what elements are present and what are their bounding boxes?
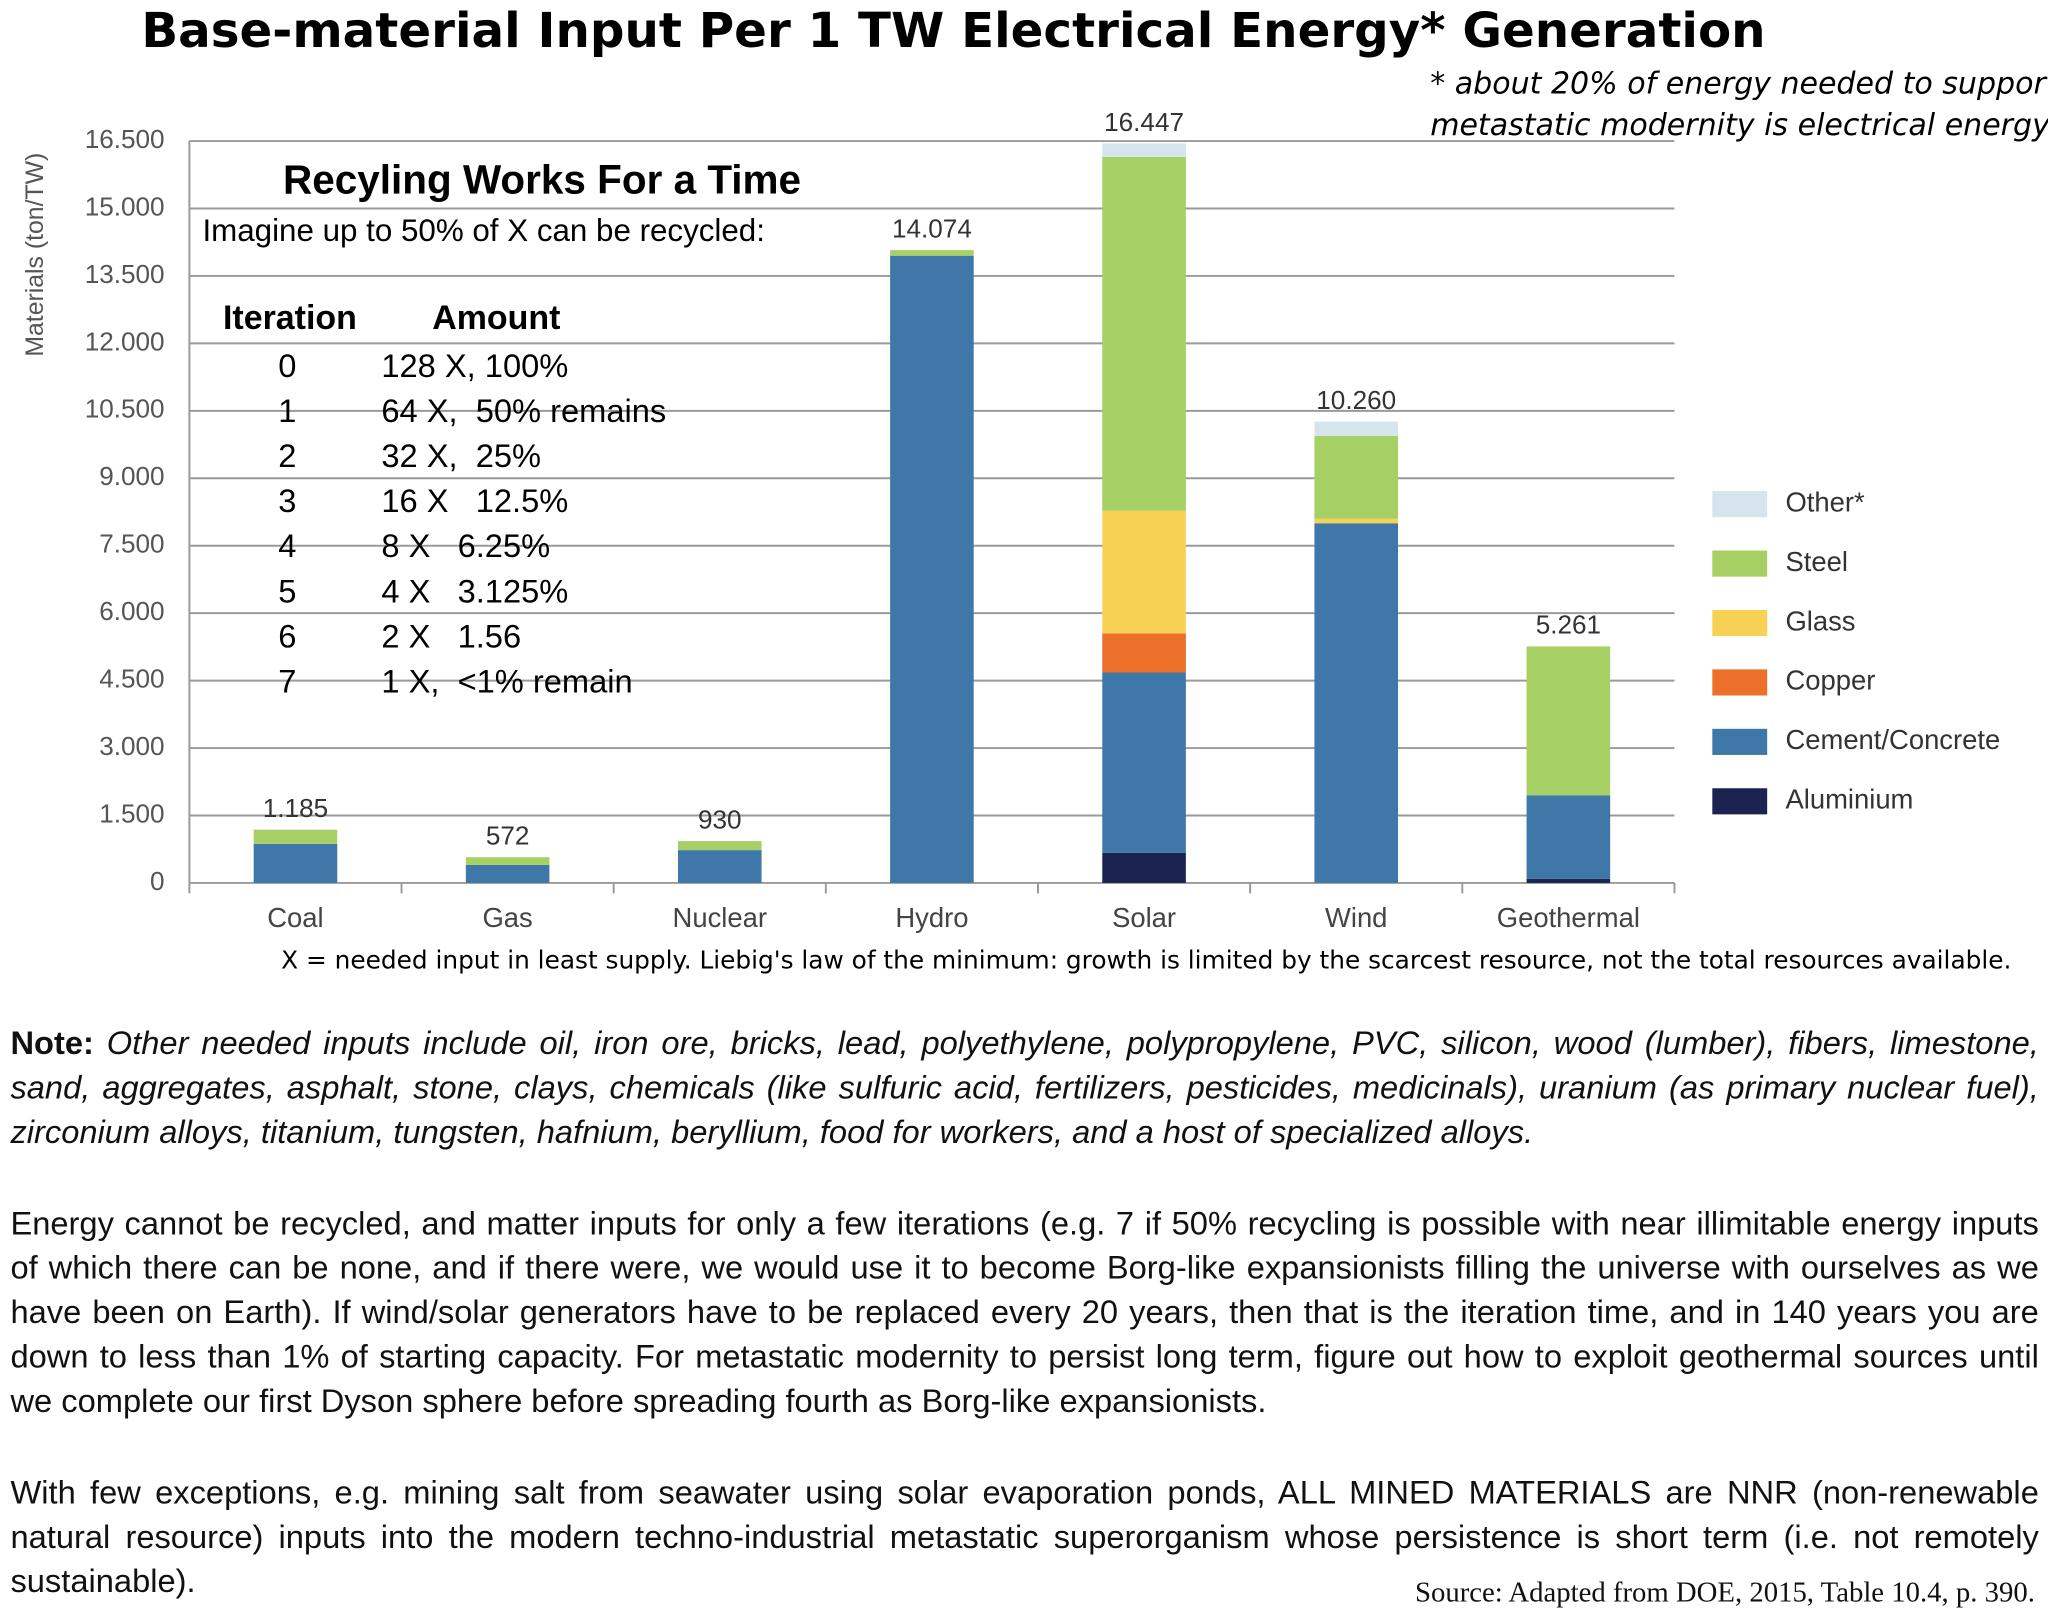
total-label: 572 [486,821,530,851]
y-tick-label: 4.500 [99,664,164,694]
inset-cell: 8 X 6.25% [381,527,550,564]
x-tick-label: Wind [1325,902,1387,933]
caption: X = needed input in least supply. Liebig… [281,945,2011,974]
total-label: 16.447 [1104,107,1184,137]
bar-segment [1102,852,1186,883]
total-label: 1.185 [263,793,328,823]
inset-cell: 16 X 12.5% [381,482,568,519]
inset-cell: 128 X, 100% [381,347,568,384]
bar-segment [1102,633,1186,673]
inset-cell: 7 [278,662,296,699]
y-tick-label: 0 [150,866,165,896]
bar-segment [1102,156,1186,511]
x-tick-label: Geothermal [1497,902,1640,933]
inset-title: Recyling Works For a Time [283,157,801,203]
inset-cell: 1 [278,392,296,429]
bar-segment [890,250,974,256]
inset-cell: 2 X 1.56 [381,617,521,654]
inset-header: Amount [432,299,560,337]
y-tick-label: 16.500 [85,124,165,154]
bar-segment [1314,518,1399,524]
bar-segment [677,850,762,883]
inset-header: Iteration [223,299,357,337]
footnote: metastatic modernity is electrical energ… [1430,108,2048,143]
legend-label: Glass [1785,605,1855,636]
total-label: 10.260 [1316,385,1396,415]
legend-swatch [1712,491,1768,518]
paragraph: Energy cannot be recycled, and matter in… [10,1205,2039,1420]
legend-label: Copper [1785,665,1875,696]
x-tick-label: Nuclear [673,902,767,933]
bar-segment [1314,523,1399,883]
bar-segment [1314,436,1399,519]
y-tick-label: 6.000 [99,596,164,626]
y-tick-label: 9.000 [99,461,164,491]
legend-label: Steel [1785,546,1847,577]
bar-segment [1102,672,1186,853]
chart: Base-material Input Per 1 TW Electrical … [22,3,2048,974]
legend-swatch [1712,550,1768,577]
bar-segment [1526,646,1611,796]
note-label: Note: [10,1025,94,1062]
legend-swatch [1712,728,1768,755]
bar-segment [1314,421,1399,437]
y-tick-label: 12.000 [85,326,165,356]
bar-segment [1102,510,1186,634]
x-tick-label: Hydro [895,902,968,933]
bar-segment [465,864,550,883]
bar-segment [1526,795,1611,879]
y-tick-label: 15.000 [85,191,165,221]
legend-swatch [1712,609,1768,637]
inset-cell: 4 X 3.125% [381,572,568,609]
inset-cell: 1 X, <1% remain [381,662,632,699]
y-tick-label: 10.500 [85,394,165,424]
inset-cell: 64 X, 50% remains [381,392,666,429]
legend-label: Aluminium [1785,784,1913,815]
footnote: * about 20% of energy needed to support [1430,66,2048,101]
inset-subtitle: Imagine up to 50% of X can be recycled: [202,213,765,248]
paragraph: With few exceptions, e.g. mining salt fr… [10,1474,2039,1600]
bar-segment [677,841,762,851]
source: Source: Adapted from DOE, 2015, Table 10… [1414,1575,2035,1608]
legend-label: Other* [1785,486,1865,517]
total-label: 930 [698,804,742,834]
bar-segment [1102,143,1186,157]
note: Note: Other needed inputs include oil, i… [10,1021,2038,1154]
x-tick-label: Gas [482,902,532,933]
y-tick-label: 13.500 [85,259,165,289]
bar-segment [253,843,338,883]
total-label: 14.074 [892,213,972,243]
x-tick-label: Solar [1112,902,1176,933]
chart-title: Base-material Input Per 1 TW Electrical … [141,3,1765,59]
bar-segment [890,255,974,883]
y-tick-label: 3.000 [99,731,164,761]
x-tick-label: Coal [267,902,323,933]
y-axis-label: Materials (ton/TW) [22,153,49,357]
inset-cell: 32 X, 25% [381,437,541,474]
legend-label: Cement/Concrete [1785,724,2000,755]
inset-cell: 4 [278,527,296,564]
bar-segment [465,857,550,865]
inset-cell: 0 [278,347,296,384]
y-tick-label: 1.500 [99,798,164,828]
inset-cell: 2 [278,437,296,474]
inset-cell: 3 [278,482,296,519]
inset-cell: 5 [278,572,296,609]
total-label: 5.261 [1536,610,1601,640]
bar-segment [253,829,338,844]
legend-swatch [1712,788,1768,815]
legend-swatch [1712,669,1768,696]
inset-cell: 6 [278,617,296,654]
note-text: Other needed inputs include oil, iron or… [10,1025,2039,1151]
y-tick-label: 7.500 [99,529,164,559]
bar-segment [1526,878,1611,883]
